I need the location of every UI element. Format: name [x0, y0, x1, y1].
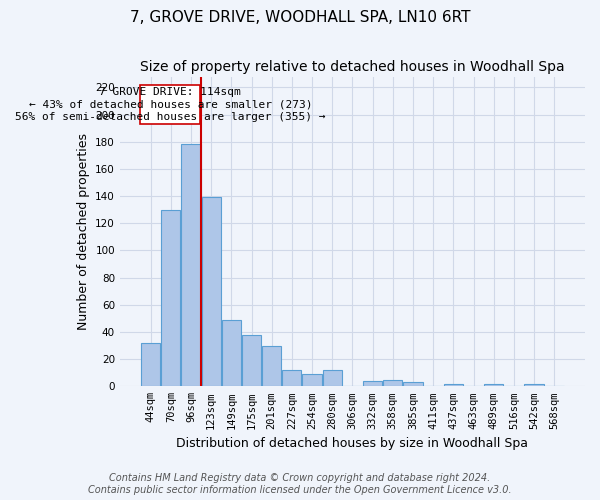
- Title: Size of property relative to detached houses in Woodhall Spa: Size of property relative to detached ho…: [140, 60, 565, 74]
- Bar: [444, 384, 463, 386]
- Bar: [202, 198, 221, 386]
- Bar: [181, 144, 200, 386]
- Bar: [222, 320, 241, 386]
- Text: Contains HM Land Registry data © Crown copyright and database right 2024.
Contai: Contains HM Land Registry data © Crown c…: [88, 474, 512, 495]
- Bar: [403, 382, 422, 386]
- Bar: [323, 370, 342, 386]
- Bar: [302, 374, 322, 386]
- Text: 7, GROVE DRIVE, WOODHALL SPA, LN10 6RT: 7, GROVE DRIVE, WOODHALL SPA, LN10 6RT: [130, 10, 470, 25]
- FancyBboxPatch shape: [140, 84, 200, 124]
- Text: 7 GROVE DRIVE: 114sqm: 7 GROVE DRIVE: 114sqm: [100, 88, 241, 98]
- Text: 56% of semi-detached houses are larger (355) →: 56% of semi-detached houses are larger (…: [15, 112, 326, 122]
- Text: ← 43% of detached houses are smaller (273): ← 43% of detached houses are smaller (27…: [29, 100, 312, 110]
- Bar: [242, 334, 261, 386]
- Bar: [141, 343, 160, 386]
- Y-axis label: Number of detached properties: Number of detached properties: [77, 133, 89, 330]
- Bar: [282, 370, 301, 386]
- Bar: [484, 384, 503, 386]
- Bar: [363, 381, 382, 386]
- Bar: [161, 210, 181, 386]
- Bar: [262, 346, 281, 387]
- X-axis label: Distribution of detached houses by size in Woodhall Spa: Distribution of detached houses by size …: [176, 437, 529, 450]
- Bar: [524, 384, 544, 386]
- Bar: [383, 380, 403, 386]
